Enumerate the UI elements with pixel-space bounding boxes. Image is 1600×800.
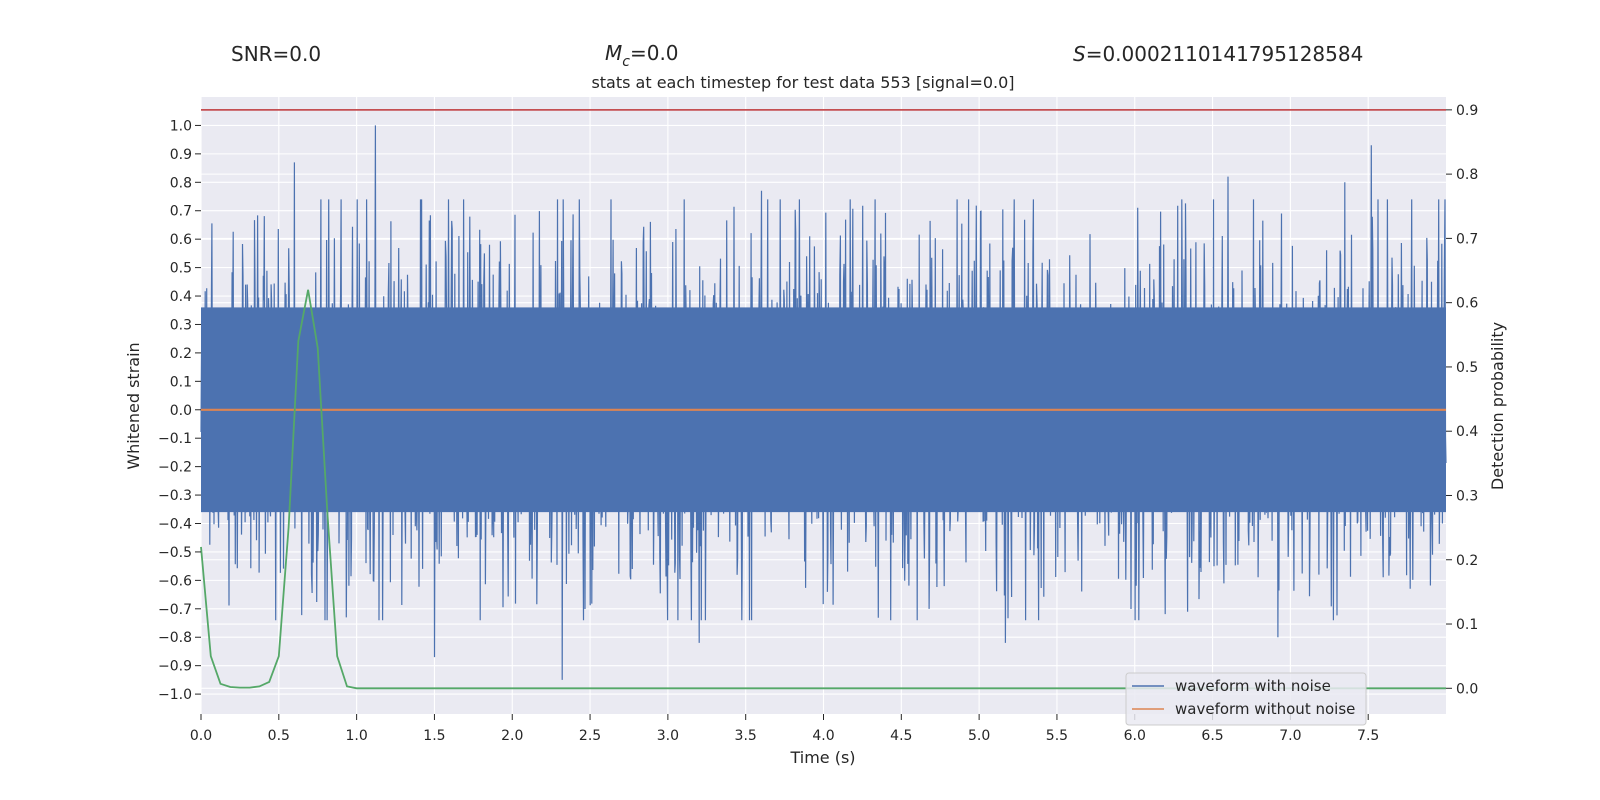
axis-ticks: 1.0 0.9 0.8 0.7 0.6 0.5 0.4 0.3 0.2 0.1 0.0 −0.1 −0.… [158, 103, 1478, 744]
x-axis-label: Time (s) [789, 748, 855, 767]
y-tick-label: −0.4 [158, 516, 192, 532]
y-tick-label: 0.5 [170, 261, 192, 277]
y-tick-label: 0.1 [170, 374, 192, 390]
y-axis-label: Whitened strain [124, 342, 143, 469]
y2-tick-label: 0.9 [1456, 103, 1478, 119]
y2-tick-label: 0.4 [1456, 424, 1478, 440]
legend-box [1125, 672, 1367, 726]
x-tick-label: 1.5 [423, 728, 445, 744]
y-tick-label: −0.3 [158, 488, 192, 504]
y-tick-label: 0.3 [170, 317, 192, 333]
x-tick-label: 7.0 [1279, 728, 1301, 744]
legend-label-clean: waveform without noise [1175, 700, 1355, 718]
y-tick-label: −0.1 [158, 431, 192, 447]
y2-axis-label: Detection probability [1488, 322, 1507, 490]
y-tick-label: −0.6 [158, 573, 192, 589]
x-tick-label: 6.5 [1201, 728, 1223, 744]
legend: waveform with noise waveform without noi… [1125, 672, 1367, 726]
y2-tick-label: 0.2 [1456, 553, 1478, 569]
y-tick-label: 0.9 [170, 147, 192, 163]
x-tick-label: 7.5 [1357, 728, 1379, 744]
y2-tick-label: 0.8 [1456, 167, 1478, 183]
x-tick-label: 1.0 [345, 728, 367, 744]
chart-title: stats at each timestep for test data 553… [591, 73, 1014, 92]
y-tick-label: 0.6 [170, 232, 192, 248]
y2-tick-label: 0.3 [1456, 488, 1478, 504]
y-tick-label: 0.4 [170, 289, 192, 305]
legend-label-noisy: waveform with noise [1175, 677, 1331, 695]
x-tick-label: 6.0 [1124, 728, 1146, 744]
y-tick-label: −0.7 [158, 602, 192, 618]
y-tick-label: 0.8 [170, 175, 192, 191]
y-tick-label: −1.0 [158, 687, 192, 703]
x-tick-label: 0.5 [268, 728, 290, 744]
snr-label: SNR=0.0 [231, 42, 321, 66]
x-tick-label: 5.0 [968, 728, 990, 744]
y2-tick-label: 0.7 [1456, 231, 1478, 247]
x-tick-label: 3.0 [657, 728, 679, 744]
detection-probability-line [200, 289, 1446, 690]
x-tick-label: 2.0 [501, 728, 523, 744]
x-tick-label: 4.0 [812, 728, 834, 744]
x-tick-label: 3.5 [735, 728, 757, 744]
x-tick-label: 0.0 [190, 728, 212, 744]
y2-tick-label: 0.0 [1456, 681, 1478, 697]
x-tick-label: 4.5 [890, 728, 912, 744]
y-tick-label: 0.7 [170, 204, 192, 220]
y2-tick-label: 0.6 [1456, 296, 1478, 312]
y2-tick-label: 0.1 [1456, 617, 1478, 633]
y-tick-label: 0.2 [170, 346, 192, 362]
y-tick-label: 0.0 [170, 403, 192, 419]
y-tick-label: −0.9 [158, 659, 192, 675]
x-tick-label: 2.5 [579, 728, 601, 744]
chirp-mass-label: Mc=0.0 [605, 41, 679, 70]
y-tick-label: −0.2 [158, 460, 192, 476]
y-tick-label: −0.8 [158, 630, 192, 646]
y-tick-label: 1.0 [170, 118, 192, 134]
x-tick-label: 5.5 [1046, 728, 1068, 744]
y2-tick-label: 0.5 [1456, 360, 1478, 376]
y-tick-label: −0.5 [158, 545, 192, 561]
statistic-label: S=0.0002110141795128584 [1073, 42, 1363, 66]
chart-marks [200, 109, 1446, 690]
